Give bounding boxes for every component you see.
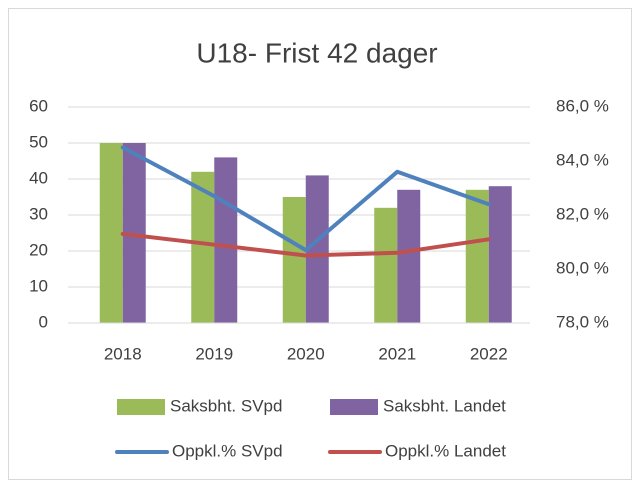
bar — [214, 157, 238, 323]
chart-title: U18- Frist 42 dager — [196, 37, 437, 68]
y-tick-label: 50 — [29, 132, 48, 151]
legend-label: Saksbht. Landet — [383, 396, 506, 415]
bar — [397, 189, 421, 323]
line-series — [120, 145, 491, 253]
bar — [305, 175, 329, 323]
bar — [122, 143, 146, 323]
bar — [282, 197, 306, 323]
bar — [99, 143, 123, 323]
y2-tick-label: 78,0 % — [556, 312, 609, 331]
legend-swatch — [330, 399, 378, 415]
y-tick-label: 60 — [29, 96, 48, 115]
x-tick-label: 2022 — [470, 344, 508, 363]
line-series — [120, 231, 491, 258]
legend-label: Oppkl.% Landet — [385, 441, 506, 460]
y2-tick-label: 82,0 % — [556, 204, 609, 223]
y-tick-label: 40 — [29, 168, 48, 187]
x-tick-label: 2019 — [195, 344, 233, 363]
y2-tick-label: 84,0 % — [556, 150, 609, 169]
x-tick-label: 2020 — [287, 344, 325, 363]
bar — [465, 189, 489, 323]
bar — [374, 207, 398, 323]
legend-label: Saksbht. SVpd — [170, 396, 282, 415]
y2-tick-label: 86,0 % — [556, 96, 609, 115]
y-tick-label: 0 — [39, 312, 48, 331]
x-tick-label: 2018 — [104, 344, 142, 363]
y2-tick-label: 80,0 % — [556, 258, 609, 277]
legend-label: Oppkl.% SVpd — [172, 441, 283, 460]
bar — [488, 186, 512, 323]
bar — [191, 171, 215, 323]
y-tick-label: 20 — [29, 240, 48, 259]
x-tick-label: 2021 — [378, 344, 416, 363]
legend-swatch — [117, 399, 165, 415]
y-tick-label: 10 — [29, 276, 48, 295]
y-tick-label: 30 — [29, 204, 48, 223]
